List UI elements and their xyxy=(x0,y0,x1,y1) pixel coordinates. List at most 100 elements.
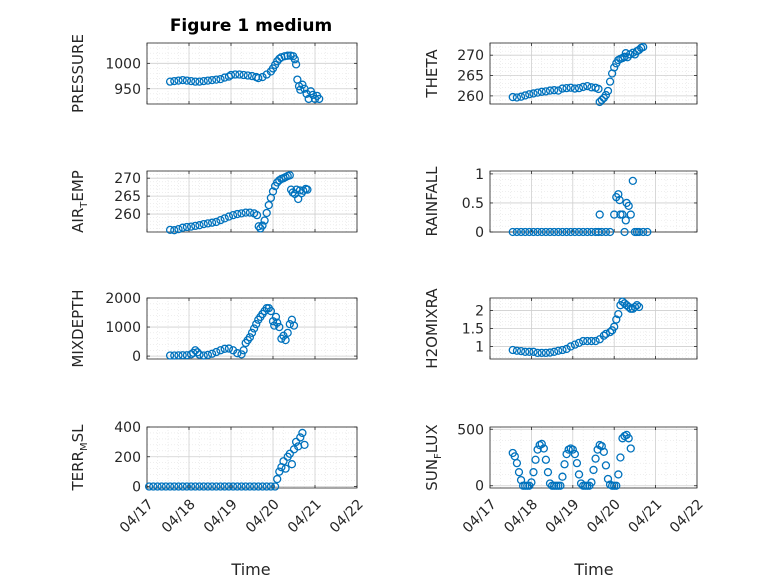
data-point xyxy=(514,468,524,477)
data-point xyxy=(516,92,526,101)
data-point xyxy=(174,224,183,234)
data-point xyxy=(632,301,642,310)
y-axis-label: H2OMIXRA xyxy=(423,288,441,369)
data-point xyxy=(165,482,175,491)
data-point xyxy=(605,327,615,337)
y-tick-label: 400 xyxy=(114,420,141,436)
data-point xyxy=(245,333,255,342)
data-point xyxy=(220,482,229,491)
data-point xyxy=(610,322,619,331)
data-point xyxy=(233,209,242,219)
data-point xyxy=(554,346,563,355)
data-point xyxy=(243,71,252,80)
data-point xyxy=(212,217,221,227)
data-point xyxy=(545,227,555,237)
data-point xyxy=(212,482,221,491)
y-axis-label-subscript: F xyxy=(433,453,444,459)
data-point xyxy=(241,208,250,217)
x-tick-label: 04/22 xyxy=(667,496,707,536)
data-point xyxy=(639,227,648,237)
data-point xyxy=(237,350,246,359)
data-point xyxy=(283,51,292,60)
data-point xyxy=(574,338,584,348)
data-point xyxy=(574,470,584,479)
data-point xyxy=(153,482,162,491)
data-point xyxy=(550,347,559,356)
data-point xyxy=(624,302,633,312)
data-point xyxy=(170,76,179,86)
y-axis-label: SUNFLUX xyxy=(423,424,444,490)
data-point xyxy=(237,482,246,491)
panel-theta: 260 265 270 THETA xyxy=(423,42,698,107)
data-point xyxy=(228,210,238,220)
data-point xyxy=(296,85,305,94)
data-point xyxy=(216,74,225,84)
data-point xyxy=(545,86,555,95)
x-tick-label: 04/19 xyxy=(543,496,583,536)
data-point xyxy=(512,346,522,355)
data-point xyxy=(193,348,202,357)
data-point xyxy=(521,227,530,237)
data-point xyxy=(224,344,234,353)
data-point xyxy=(579,336,588,346)
data-point xyxy=(558,345,567,355)
y-tick-label: 500 xyxy=(457,422,484,438)
data-point xyxy=(621,216,630,225)
axes-frame xyxy=(146,426,358,489)
data-point xyxy=(562,449,571,459)
data-point xyxy=(556,481,565,490)
data-point xyxy=(566,83,575,92)
data-point xyxy=(289,321,299,330)
data-point xyxy=(568,445,577,454)
data-point xyxy=(220,214,229,223)
data-point xyxy=(144,482,154,491)
data-point xyxy=(279,457,288,466)
data-point xyxy=(268,187,278,196)
data-point xyxy=(191,482,200,491)
y-tick-label: 0 xyxy=(132,480,141,496)
data-point xyxy=(285,319,294,329)
data-point xyxy=(570,84,580,93)
data-point xyxy=(203,219,213,228)
data-point xyxy=(594,84,603,94)
y-tick-label: 200 xyxy=(114,450,141,466)
data-point xyxy=(260,216,269,225)
data-point xyxy=(203,76,213,85)
data-point xyxy=(283,328,292,338)
panel-pressure: 950 1000 PRESSURE xyxy=(69,34,358,113)
data-point xyxy=(512,227,522,237)
data-point xyxy=(281,464,290,473)
data-point xyxy=(216,346,225,355)
y-tick-label: 1.5 xyxy=(462,322,484,338)
data-point xyxy=(537,439,546,449)
data-point xyxy=(628,176,637,186)
data-point xyxy=(626,444,635,453)
data-point xyxy=(285,449,294,458)
data-point xyxy=(626,210,635,219)
data-point xyxy=(601,329,611,339)
y-tick-label: 260 xyxy=(114,207,141,223)
y-tick-label: 1000 xyxy=(105,56,141,72)
data-point xyxy=(249,324,259,333)
data-point xyxy=(541,87,551,96)
data-point xyxy=(271,312,281,322)
data-point xyxy=(516,227,526,237)
data-point xyxy=(521,347,530,356)
data-point xyxy=(558,227,567,237)
data-point xyxy=(601,461,611,470)
data-point xyxy=(550,86,559,95)
panel-mixdepth: 0 1000 2000 MIXDEPTH xyxy=(69,289,358,368)
data-point xyxy=(529,347,538,356)
x-tick-label: 04/17 xyxy=(117,496,157,536)
data-point xyxy=(639,42,648,52)
y-axis-label: RAINFALL xyxy=(423,166,441,237)
data-point xyxy=(630,302,640,312)
y-tick-label: 0.5 xyxy=(462,196,484,212)
data-point xyxy=(186,222,196,231)
data-point xyxy=(182,222,192,232)
y-axis-label-subscript: T xyxy=(79,201,90,209)
y-tick-label: 2000 xyxy=(105,291,141,307)
data-point xyxy=(191,346,200,355)
data-point xyxy=(191,221,200,231)
data-point xyxy=(643,227,652,237)
